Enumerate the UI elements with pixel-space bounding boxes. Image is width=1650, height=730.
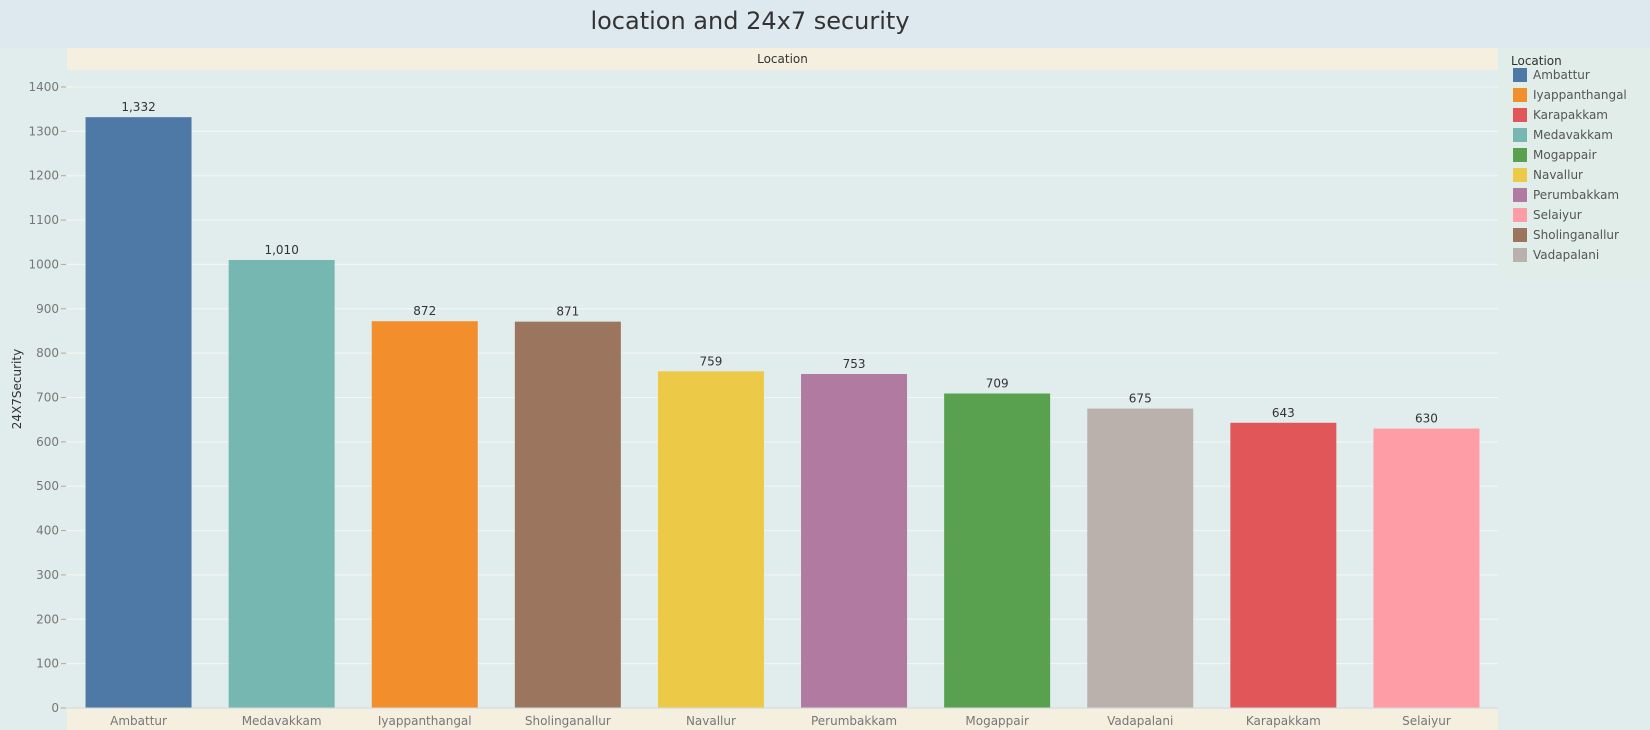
x-tick-label: Vadapalani [1107, 714, 1173, 728]
facet-header: Location [67, 48, 1498, 70]
legend-item-mogappair[interactable]: Mogappair [1513, 148, 1597, 162]
legend-swatch [1513, 148, 1527, 162]
legend-swatch [1513, 248, 1527, 262]
legend-label: Iyappanthangal [1533, 88, 1627, 102]
legend-swatch [1513, 228, 1527, 242]
y-tick-label: 600 [36, 435, 59, 449]
legend-swatch [1513, 188, 1527, 202]
legend-item-karapakkam[interactable]: Karapakkam [1513, 108, 1608, 122]
x-tick-label: Ambattur [110, 714, 167, 728]
x-tick-label: Karapakkam [1246, 714, 1321, 728]
x-tick-label: Medavakkam [242, 714, 322, 728]
legend-label: Vadapalani [1533, 248, 1600, 262]
legend-label: Ambattur [1533, 68, 1590, 82]
bar-navallur [657, 371, 764, 708]
legend-swatch [1513, 168, 1527, 182]
data-label: 630 [1415, 412, 1438, 426]
data-label: 871 [556, 305, 579, 319]
bar-vadapalani [1087, 408, 1194, 708]
x-tick-label: Iyappanthangal [378, 714, 472, 728]
y-tick-label: 400 [36, 524, 59, 538]
data-label: 1,332 [121, 100, 155, 114]
bar-sholinganallur [514, 321, 621, 708]
legend-item-medavakkam[interactable]: Medavakkam [1513, 128, 1613, 142]
legend-swatch [1513, 88, 1527, 102]
legend-swatch [1513, 108, 1527, 122]
data-label: 1,010 [264, 243, 298, 257]
legend-swatch [1513, 68, 1527, 82]
y-tick-label: 900 [36, 302, 59, 316]
y-tick-label: 200 [36, 612, 59, 626]
y-tick-label: 300 [36, 568, 59, 582]
y-tick-label: 1000 [28, 257, 59, 271]
y-tick-label: 1100 [28, 213, 59, 227]
legend-item-selaiyur[interactable]: Selaiyur [1513, 208, 1582, 222]
x-tick-label: Sholinganallur [525, 714, 611, 728]
y-tick-label: 1300 [28, 124, 59, 138]
legend-swatch [1513, 128, 1527, 142]
x-tick-label: Selaiyur [1402, 714, 1451, 728]
legend-item-navallur[interactable]: Navallur [1513, 168, 1583, 182]
title-bar [0, 0, 1650, 48]
x-tick-label: Perumbakkam [811, 714, 897, 728]
y-tick-label: 0 [51, 701, 59, 715]
legend-item-vadapalani[interactable]: Vadapalani [1513, 248, 1599, 262]
legend-label: Sholinganallur [1533, 228, 1619, 242]
bar-karapakkam [1230, 422, 1337, 708]
data-label: 643 [1272, 406, 1295, 420]
page-title: location and 24x7 security [590, 7, 910, 35]
legend-label: Perumbakkam [1533, 188, 1620, 202]
legend: Location Ambattur Iyappanthangal Karapak… [1500, 48, 1650, 276]
data-label: 872 [413, 304, 436, 318]
legend-label: Karapakkam [1533, 108, 1608, 122]
bar-ambattur [85, 117, 192, 709]
legend-item-iyappanthangal[interactable]: Iyappanthangal [1513, 88, 1627, 102]
legend-label: Mogappair [1533, 148, 1597, 162]
x-tick-label: Mogappair [965, 714, 1029, 728]
y-tick-label: 1400 [28, 80, 59, 94]
y-tick-label: 800 [36, 346, 59, 360]
data-label: 759 [699, 354, 722, 368]
legend-swatch [1513, 208, 1527, 222]
bar-mogappair [944, 393, 1051, 708]
legend-label: Medavakkam [1533, 128, 1613, 142]
bar-selaiyur [1373, 428, 1480, 708]
bar-medavakkam [228, 259, 335, 708]
legend-label: Selaiyur [1533, 208, 1582, 222]
legend-item-ambattur[interactable]: Ambattur [1513, 68, 1590, 82]
data-label: 709 [986, 377, 1009, 391]
legend-item-sholinganallur[interactable]: Sholinganallur [1513, 228, 1619, 242]
y-tick-label: 500 [36, 479, 59, 493]
bar-perumbakkam [801, 373, 908, 708]
y-tick-label: 1200 [28, 169, 59, 183]
y-axis-label: 24X7Security [10, 349, 24, 429]
legend-item-perumbakkam[interactable]: Perumbakkam [1513, 188, 1619, 202]
bar-chart: 0 100 200 300 400 500 600 700 800 900 1000 1100 1200… [10, 80, 1498, 728]
legend-title: Location [1511, 54, 1562, 68]
x-axis-strip [67, 709, 1498, 730]
legend-label: Navallur [1533, 168, 1583, 182]
y-tick-label: 700 [36, 391, 59, 405]
data-label: 675 [1129, 392, 1152, 406]
bar-iyappanthangal [371, 321, 478, 708]
x-tick-label: Navallur [686, 714, 736, 728]
y-tick-label: 100 [36, 657, 59, 671]
data-label: 753 [843, 357, 866, 371]
